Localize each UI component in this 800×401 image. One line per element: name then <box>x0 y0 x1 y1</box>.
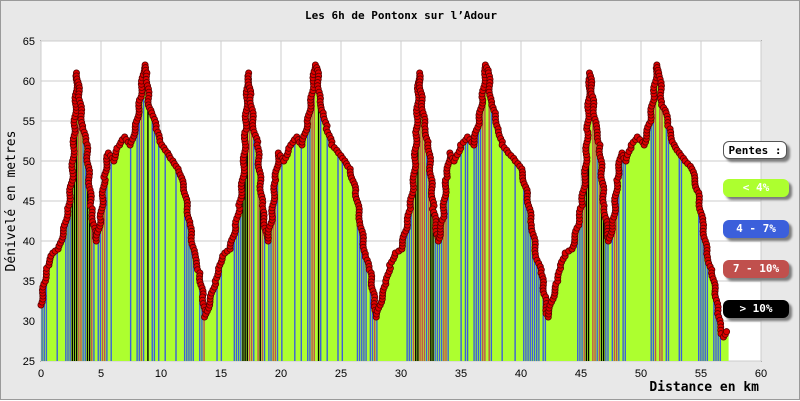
elevation-markers <box>37 61 731 341</box>
x-tick-label: 50 <box>635 368 647 380</box>
y-tick-label: 55 <box>23 116 35 128</box>
legend-item-4-7: 4 - 7% <box>723 220 789 238</box>
x-tick-label: 60 <box>755 368 767 380</box>
legend-item-over-10: > 10% <box>723 300 789 318</box>
y-tick-label: 50 <box>23 156 35 168</box>
legend-item-7-10: 7 - 10% <box>723 260 789 278</box>
legend-title: Pentes : <box>723 141 787 159</box>
y-tick-label: 60 <box>23 76 35 88</box>
y-tick-label: 65 <box>23 36 35 48</box>
y-tick-label: 35 <box>23 276 35 288</box>
y-tick-label: 30 <box>23 316 35 328</box>
chart-title: Les 6h de Pontonx sur l’Adour <box>305 9 497 22</box>
y-tick-label: 45 <box>23 196 35 208</box>
x-tick-label: 10 <box>155 368 167 380</box>
x-tick-label: 45 <box>575 368 587 380</box>
x-tick-label: 15 <box>215 368 227 380</box>
elevation-point <box>723 328 731 336</box>
x-tick-labels: 0 5 10 15 20 25 30 35 40 45 50 55 60 <box>38 368 767 380</box>
legend: Pentes : < 4% 4 - 7% 7 - 10% > 10% <box>723 1 793 401</box>
y-tick-label: 40 <box>23 236 35 248</box>
x-tick-label: 25 <box>335 368 347 380</box>
y-tick-label: 25 <box>23 356 35 368</box>
x-axis-label: Distance en km <box>649 380 759 395</box>
x-tick-label: 35 <box>455 368 467 380</box>
x-tick-label: 30 <box>395 368 407 380</box>
x-tick-label: 40 <box>515 368 527 380</box>
legend-item-under-4: < 4% <box>723 179 789 197</box>
x-tick-label: 55 <box>695 368 707 380</box>
x-tick-label: 5 <box>98 368 104 380</box>
y-tick-labels: 25 30 35 40 45 50 55 60 65 <box>23 36 35 368</box>
x-tick-label: 0 <box>38 368 44 380</box>
x-tick-label: 20 <box>275 368 287 380</box>
y-axis-label: Dénivelé en metres <box>4 131 19 272</box>
